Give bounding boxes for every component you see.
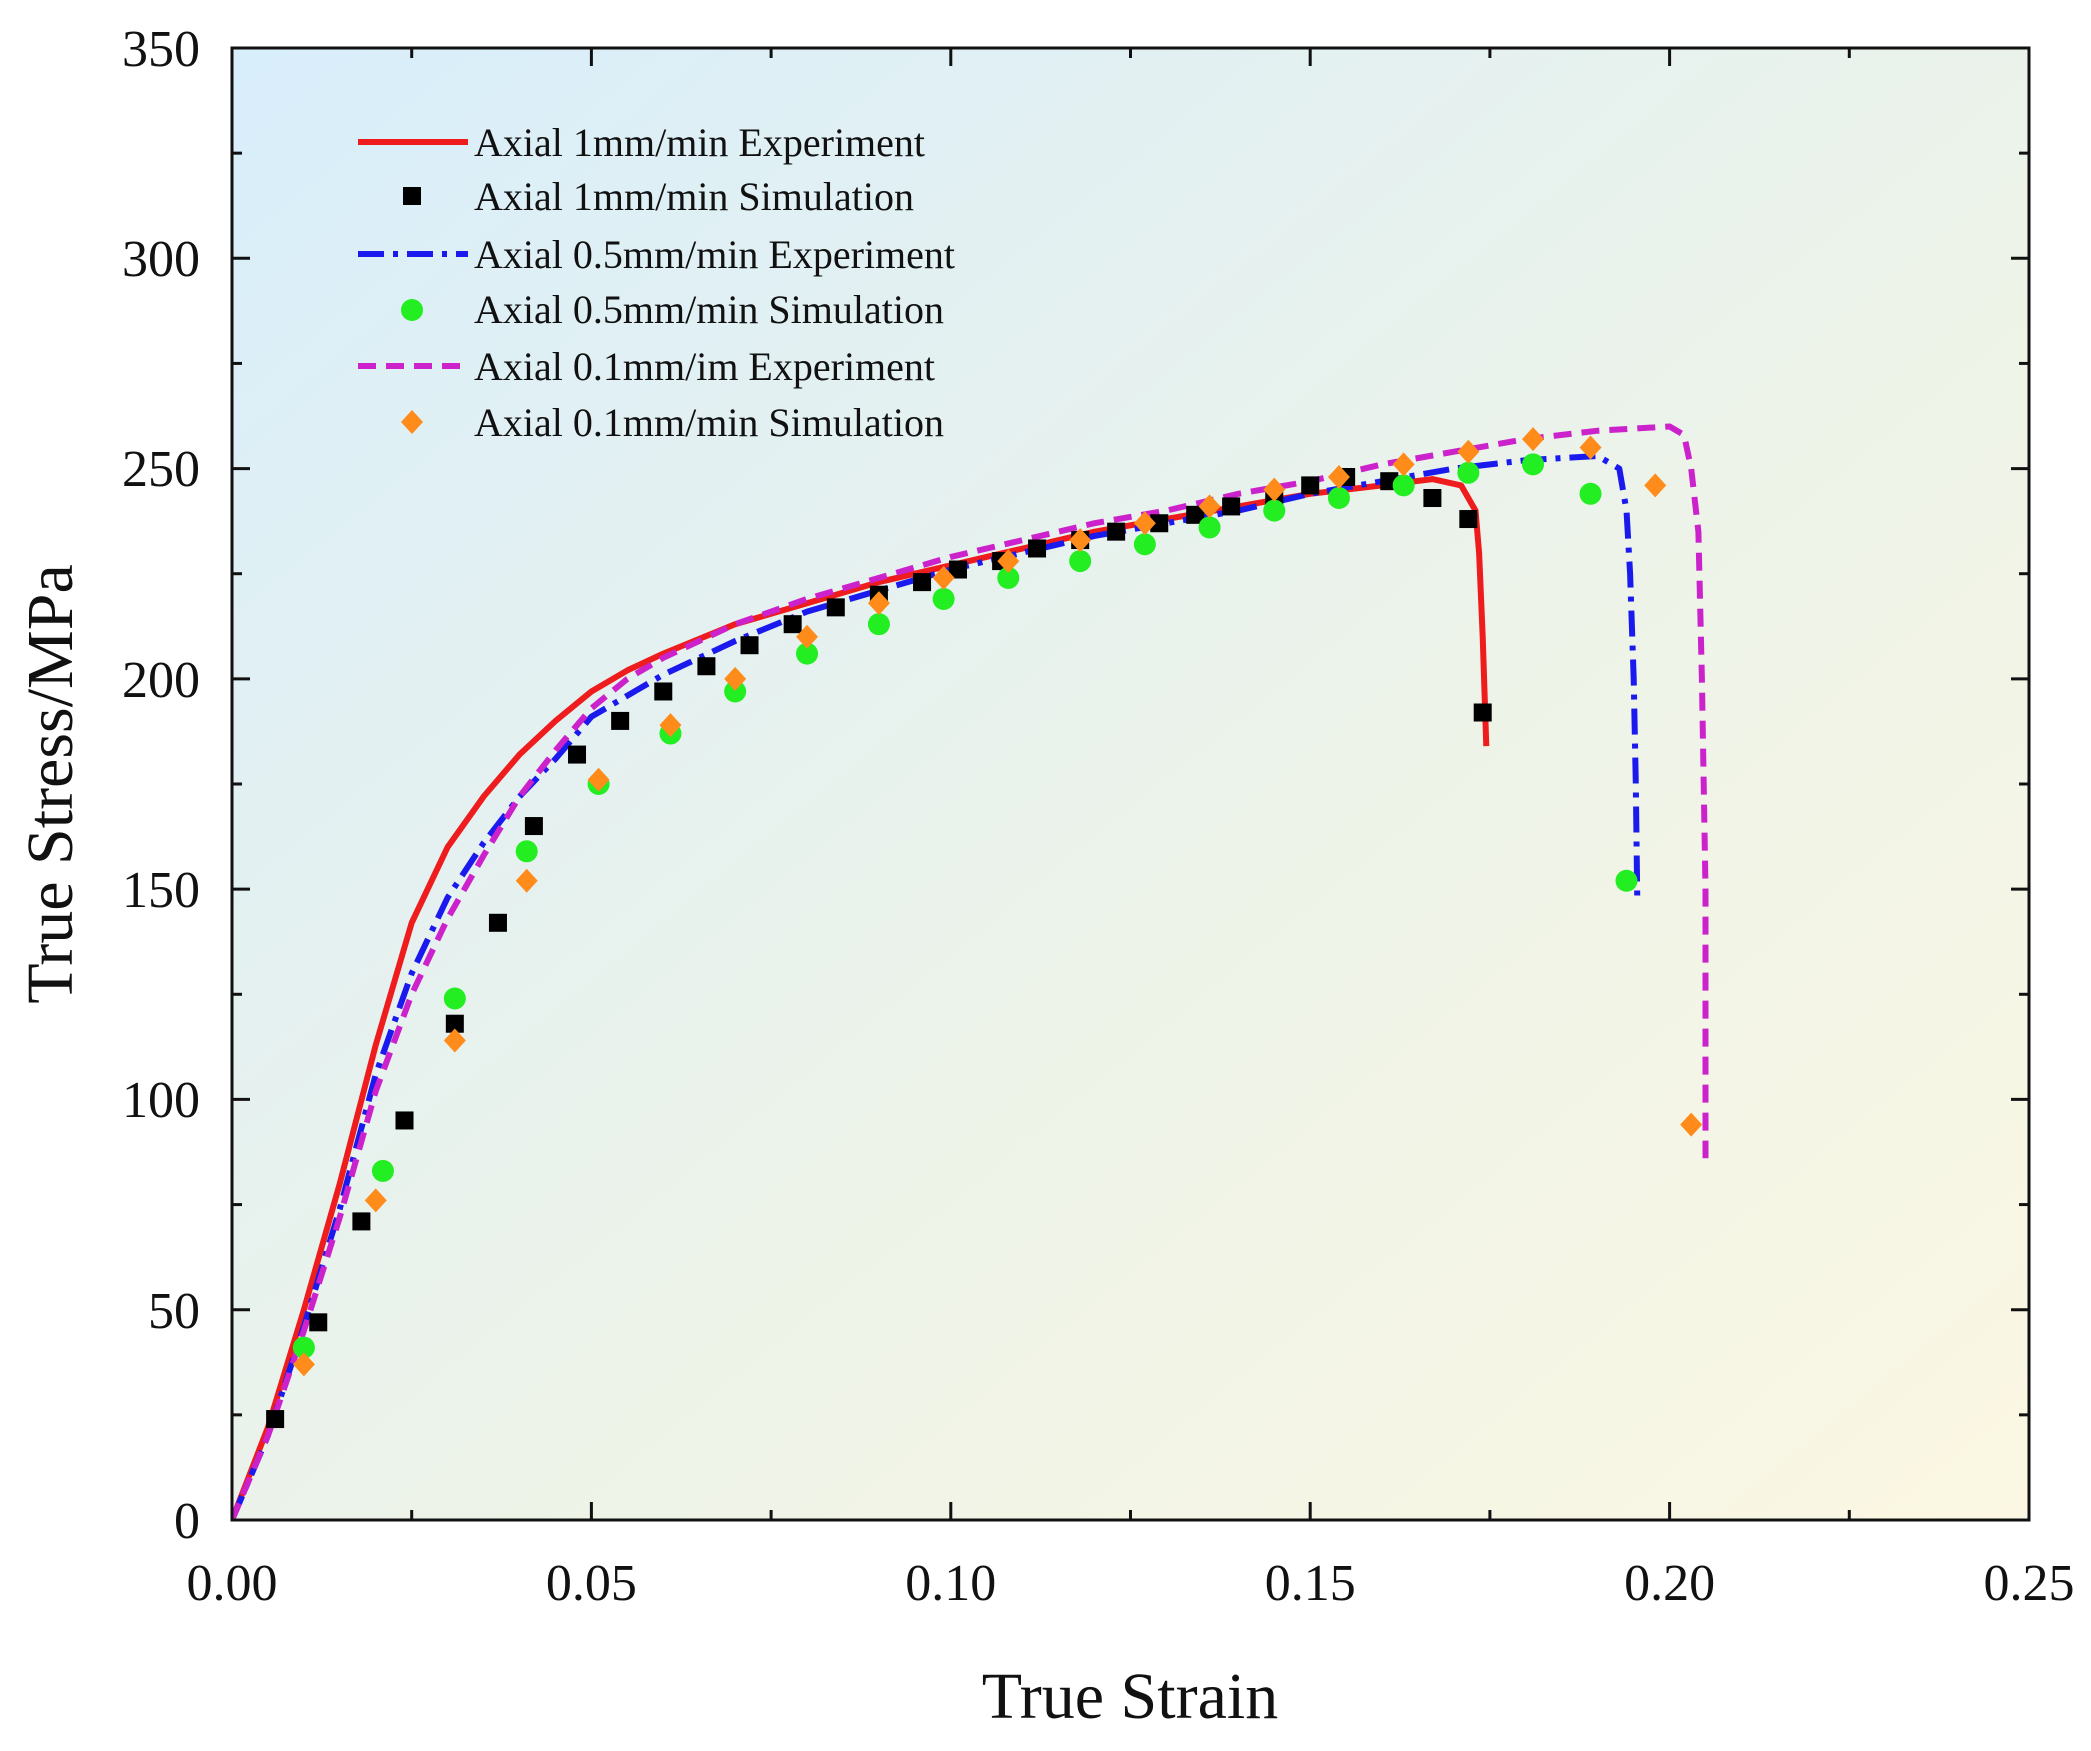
data-point-diamond bbox=[443, 1028, 466, 1053]
data-point-circle bbox=[371, 1159, 394, 1182]
ticks-layer bbox=[230, 46, 2031, 1522]
y-tick-label: 250 bbox=[122, 441, 200, 498]
data-point-diamond bbox=[1198, 494, 1221, 519]
data-point-circle bbox=[1457, 461, 1480, 484]
series-line-4 bbox=[232, 423, 1709, 1520]
legend: Axial 1mm/min Experiment Axial 1mm/min S… bbox=[358, 120, 955, 445]
data-point-circle bbox=[1615, 869, 1638, 892]
y-tick-label: 300 bbox=[122, 231, 200, 288]
data-point-square bbox=[266, 1410, 285, 1429]
x-tick-label: 0.00 bbox=[187, 1555, 278, 1612]
data-point-square bbox=[1301, 476, 1320, 495]
data-point-square bbox=[654, 682, 673, 701]
data-point-circle bbox=[443, 987, 466, 1010]
data-point-circle bbox=[515, 840, 538, 863]
legend-swatch-diamond bbox=[401, 410, 423, 434]
data-point-diamond bbox=[1644, 473, 1667, 498]
data-point-circle bbox=[1327, 487, 1350, 510]
series-line-0 bbox=[232, 476, 1490, 1520]
data-point-diamond bbox=[1680, 1112, 1703, 1137]
y-tick-label: 100 bbox=[122, 1072, 200, 1129]
data-point-circle bbox=[997, 566, 1020, 589]
data-point-diamond bbox=[932, 565, 955, 590]
y-tick-label: 350 bbox=[122, 21, 200, 78]
data-point-square bbox=[1107, 522, 1126, 541]
data-point-circle bbox=[1263, 499, 1286, 522]
data-point-diamond bbox=[867, 591, 890, 616]
data-point-square bbox=[783, 615, 802, 634]
series-layer bbox=[232, 423, 1709, 1520]
legend-label: Axial 0.1mm/min Simulation bbox=[474, 400, 944, 445]
x-tick-label: 0.20 bbox=[1624, 1555, 1715, 1612]
y-axis-title: True Stress/MPa bbox=[14, 564, 87, 1003]
data-point-square bbox=[697, 657, 716, 676]
data-point-circle bbox=[1579, 482, 1602, 505]
x-tick-label: 0.15 bbox=[1265, 1555, 1356, 1612]
y-tick-label: 200 bbox=[122, 652, 200, 709]
data-point-square bbox=[568, 745, 587, 764]
data-point-square bbox=[913, 573, 932, 592]
legend-label: Axial 0.5mm/min Simulation bbox=[474, 287, 944, 332]
data-point-diamond bbox=[515, 868, 538, 893]
data-point-square bbox=[826, 598, 845, 617]
data-point-diamond bbox=[724, 666, 747, 691]
data-point-diamond bbox=[587, 767, 610, 792]
data-point-circle bbox=[1198, 516, 1221, 539]
data-point-diamond bbox=[1069, 528, 1092, 553]
data-point-square bbox=[1423, 489, 1442, 508]
data-point-diamond bbox=[364, 1188, 387, 1213]
data-point-circle bbox=[1522, 453, 1545, 476]
data-point-square bbox=[1150, 514, 1169, 533]
y-tick-label: 0 bbox=[174, 1493, 200, 1550]
data-point-circle bbox=[932, 587, 955, 610]
data-point-diamond bbox=[1457, 439, 1480, 464]
data-point-diamond bbox=[292, 1352, 315, 1377]
y-tick-label: 150 bbox=[122, 862, 200, 919]
legend-label: Axial 1mm/min Simulation bbox=[474, 174, 914, 219]
data-point-square bbox=[740, 636, 759, 655]
data-point-square bbox=[445, 1014, 464, 1033]
x-tick-label: 0.05 bbox=[546, 1555, 637, 1612]
data-point-circle bbox=[1069, 550, 1092, 573]
x-tick-label: 0.25 bbox=[1984, 1555, 2075, 1612]
data-point-diamond bbox=[659, 713, 682, 738]
data-point-circle bbox=[724, 680, 747, 703]
data-point-diamond bbox=[1522, 427, 1545, 452]
data-point-square bbox=[1473, 703, 1492, 722]
data-point-diamond bbox=[997, 549, 1020, 574]
data-point-diamond bbox=[796, 624, 819, 649]
data-point-diamond bbox=[1263, 477, 1286, 502]
data-point-square bbox=[524, 817, 543, 836]
data-point-square bbox=[948, 560, 967, 579]
data-point-circle bbox=[292, 1336, 315, 1359]
data-point-circle bbox=[1133, 533, 1156, 556]
y-tick-label: 50 bbox=[148, 1283, 200, 1340]
data-point-square bbox=[352, 1212, 371, 1231]
data-point-square bbox=[1459, 510, 1478, 529]
legend-swatch-circle bbox=[401, 299, 423, 321]
data-point-diamond bbox=[1392, 452, 1415, 477]
data-point-square bbox=[611, 711, 630, 730]
data-point-square bbox=[488, 913, 507, 932]
data-point-square bbox=[1186, 505, 1205, 524]
data-point-square bbox=[309, 1313, 328, 1332]
data-point-circle bbox=[796, 642, 819, 665]
data-point-square bbox=[395, 1111, 414, 1130]
legend-label: Axial 1mm/min Experiment bbox=[474, 120, 925, 165]
data-point-diamond bbox=[1327, 464, 1350, 489]
data-point-square bbox=[1028, 539, 1047, 558]
data-point-circle bbox=[1392, 474, 1415, 497]
legend-swatch-square bbox=[403, 187, 421, 205]
data-point-diamond bbox=[1133, 511, 1156, 536]
data-point-circle bbox=[867, 613, 890, 636]
data-point-diamond bbox=[1579, 435, 1602, 460]
x-tick-label: 0.10 bbox=[905, 1555, 996, 1612]
legend-label: Axial 0.1mm/im Experiment bbox=[474, 344, 935, 389]
legend-label: Axial 0.5mm/min Experiment bbox=[474, 232, 955, 277]
x-axis-title: True Strain bbox=[982, 1660, 1278, 1733]
data-point-square bbox=[1222, 497, 1241, 516]
